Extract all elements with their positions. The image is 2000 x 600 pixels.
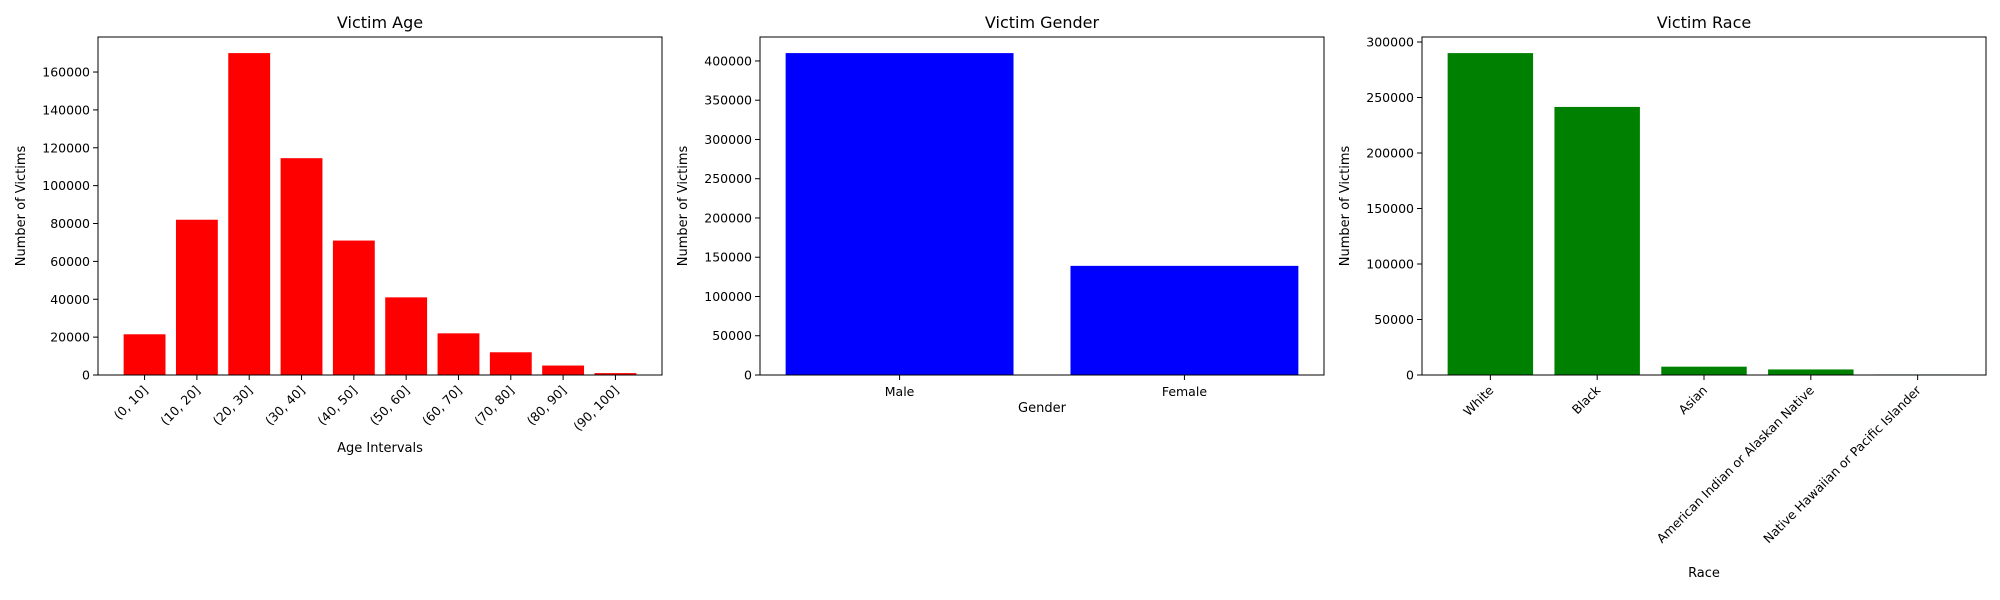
bar-3 <box>1661 366 1747 375</box>
bar-6 <box>385 297 428 375</box>
x-axis-label: Gender <box>1018 401 1067 416</box>
x-tick-label: (90, 100] <box>570 383 621 434</box>
chart-title: Victim Race <box>1657 13 1751 32</box>
x-tick-label: (70, 80] <box>471 383 517 429</box>
bar-1 <box>1447 53 1534 375</box>
y-tick-label: 50000 <box>712 328 752 343</box>
x-axis-label: Race <box>1688 566 1720 581</box>
y-axis-label: Number of Victims <box>676 146 691 267</box>
axes-frame <box>97 36 663 376</box>
y-tick-label: 100000 <box>704 289 752 304</box>
bar-4 <box>1768 369 1854 375</box>
x-axis-label: Age Intervals <box>337 441 423 456</box>
chart-panel-2: 0 50000 100000 150000 200000 250000 300000 3500… <box>676 13 1325 416</box>
x-tick-label: Black <box>1569 382 1604 417</box>
x-tick-label: Male <box>885 384 915 399</box>
x-tick-label: (60, 70] <box>419 383 465 429</box>
chart-title: Victim Age <box>337 13 423 32</box>
x-tick-label: (30, 40] <box>262 383 308 429</box>
y-tick-label: 50000 <box>1374 312 1414 327</box>
y-tick-label: 0 <box>1406 368 1414 383</box>
y-tick-label: 120000 <box>42 140 90 155</box>
chart-title: Victim Gender <box>985 13 1100 32</box>
y-tick-label: 200000 <box>704 210 752 225</box>
bar-2 <box>1070 265 1299 375</box>
y-tick-label: 350000 <box>704 93 752 108</box>
y-tick-label: 150000 <box>704 250 752 265</box>
y-tick-label: 0 <box>744 368 752 383</box>
bar-2 <box>175 219 218 375</box>
x-tick-label: (20, 30] <box>210 383 256 429</box>
bar-8 <box>489 352 532 375</box>
bar-2 <box>1554 106 1640 376</box>
y-tick-label: 250000 <box>704 171 752 186</box>
y-tick-label: 100000 <box>42 178 90 193</box>
x-tick-label: Female <box>1162 384 1208 399</box>
chart-panel-1: 0 20000 40000 60000 80000 100000 120000 140000 1… <box>14 13 663 456</box>
y-tick-label: 300000 <box>704 132 752 147</box>
bar-3 <box>228 53 271 375</box>
y-tick-label: 140000 <box>42 102 90 117</box>
bar-9 <box>542 365 585 375</box>
x-tick-label: Asian <box>1675 383 1710 418</box>
y-tick-label: 0 <box>82 368 90 383</box>
x-tick-label: (0, 10] <box>111 383 151 423</box>
y-tick-label: 60000 <box>50 254 90 269</box>
bar-4 <box>280 158 323 375</box>
bar-5 <box>332 240 375 375</box>
y-tick-label: 150000 <box>1366 201 1414 216</box>
y-tick-label: 20000 <box>50 330 90 345</box>
x-tick-label: (80, 90] <box>524 383 570 429</box>
y-axis-label: Number of Victims <box>1338 146 1353 267</box>
y-tick-label: 300000 <box>1366 34 1414 49</box>
bar-1 <box>785 53 1014 375</box>
x-tick-label: (40, 50] <box>314 383 360 429</box>
bar-1 <box>123 334 166 375</box>
y-tick-label: 40000 <box>50 292 90 307</box>
y-tick-label: 400000 <box>704 53 752 68</box>
bar-10 <box>594 373 637 375</box>
x-tick-label: (50, 60] <box>367 383 413 429</box>
y-tick-label: 160000 <box>42 65 90 80</box>
axes-frame <box>759 36 1325 376</box>
y-tick-label: 250000 <box>1366 90 1414 105</box>
x-tick-label: (10, 20] <box>157 383 203 429</box>
y-tick-label: 80000 <box>50 216 90 231</box>
bar-7 <box>437 333 480 375</box>
y-tick-label: 200000 <box>1366 145 1414 160</box>
y-tick-label: 100000 <box>1366 256 1414 271</box>
x-tick-label: White <box>1460 382 1497 419</box>
y-axis-label: Number of Victims <box>14 146 29 267</box>
chart-panel-3: 0 50000 100000 150000 200000 250000 300000 Whit… <box>1338 13 1987 581</box>
